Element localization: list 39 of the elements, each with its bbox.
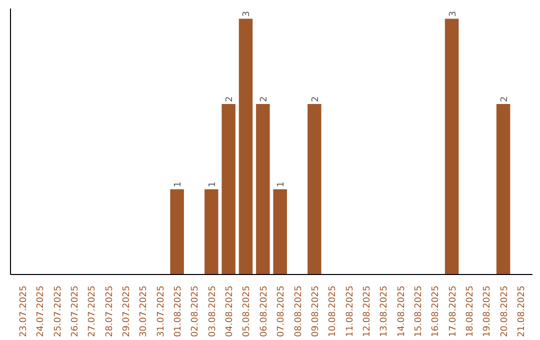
data-label: 2 bbox=[500, 96, 510, 102]
x-tick-label: 29.07.2025 bbox=[122, 286, 132, 338]
x-tick-label: 07.08.2025 bbox=[276, 286, 287, 338]
x-tick-label: 27.07.2025 bbox=[88, 286, 98, 338]
x-tick-label: 14.08.2025 bbox=[396, 286, 407, 338]
x-tick-label: 21.08.2025 bbox=[516, 286, 527, 338]
x-tick-label: 01.08.2025 bbox=[174, 286, 184, 338]
x-tick-label: 12.08.2025 bbox=[362, 286, 372, 338]
x-tick-label: 05.08.2025 bbox=[242, 286, 252, 338]
data-label: 3 bbox=[242, 10, 252, 17]
x-tick-label: 09.08.2025 bbox=[310, 286, 321, 338]
x-tick-label: 25.07.2025 bbox=[53, 286, 64, 338]
data-label: 1 bbox=[276, 182, 287, 188]
x-tick-label: 30.07.2025 bbox=[139, 286, 150, 338]
x-tick-label: 06.08.2025 bbox=[259, 286, 270, 338]
data-label: 3 bbox=[448, 10, 458, 17]
x-tick-label: 08.08.2025 bbox=[294, 286, 304, 338]
data-label: 1 bbox=[208, 182, 218, 188]
x-tick-label: 02.08.2025 bbox=[190, 286, 201, 338]
x-tick-label: 23.07.2025 bbox=[19, 286, 30, 338]
x-tick-label: 15.08.2025 bbox=[414, 286, 424, 338]
data-label: 2 bbox=[259, 96, 270, 102]
data-label: 1 bbox=[174, 182, 184, 188]
x-tick-label: 26.07.2025 bbox=[70, 286, 81, 338]
x-tick-label: 16.08.2025 bbox=[431, 286, 442, 338]
x-tick-label: 11.08.2025 bbox=[345, 286, 356, 338]
x-tick-label: 04.08.2025 bbox=[225, 286, 236, 338]
data-label: 2 bbox=[225, 96, 236, 102]
x-tick-label: 20.08.2025 bbox=[500, 286, 510, 338]
x-tick-label: 17.08.2025 bbox=[448, 286, 458, 338]
x-tick-label: 18.08.2025 bbox=[465, 286, 476, 338]
data-label: 2 bbox=[310, 96, 321, 102]
x-tick-label: 28.07.2025 bbox=[104, 286, 115, 338]
x-tick-label: 31.07.2025 bbox=[156, 286, 166, 338]
x-tick-label: 24.07.2025 bbox=[36, 286, 46, 338]
x-tick-label: 03.08.2025 bbox=[208, 286, 218, 338]
x-tick-label: 13.08.2025 bbox=[380, 286, 390, 338]
x-tick-label: 19.08.2025 bbox=[482, 286, 493, 338]
x-tick-label: 10.08.2025 bbox=[328, 286, 338, 338]
